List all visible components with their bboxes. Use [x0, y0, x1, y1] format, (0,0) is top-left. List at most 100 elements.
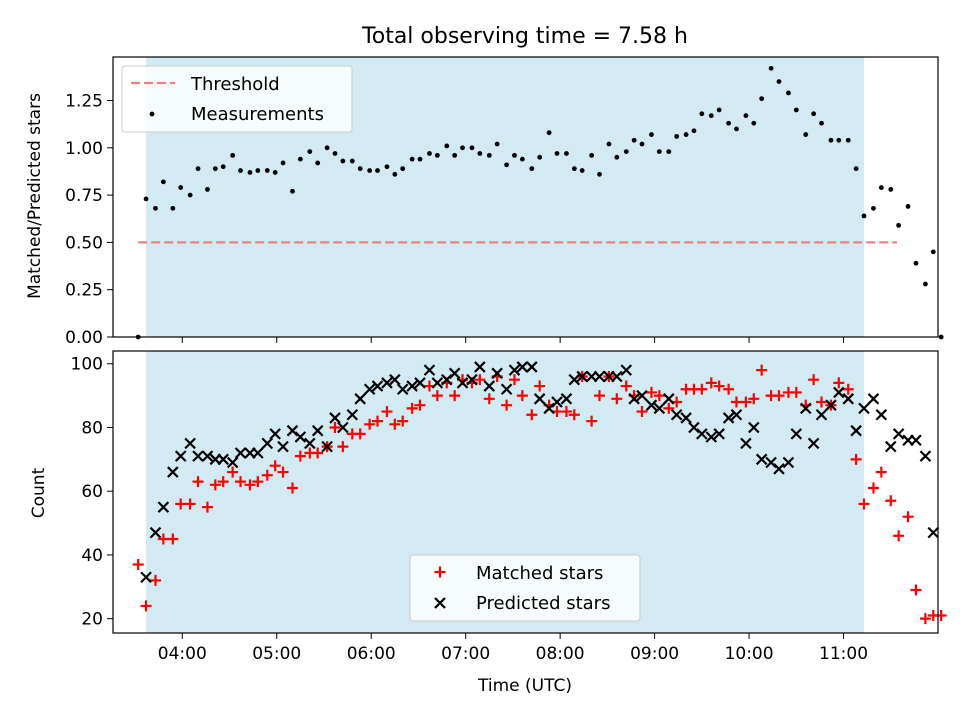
top-legend: Threshold Measurements [121, 65, 353, 133]
predicted-star-point-68 [722, 412, 735, 424]
legend-matched-marker [434, 566, 446, 578]
measurement-point-94 [938, 334, 944, 340]
measurement-point-6 [187, 192, 193, 198]
top-y-tick-label-3: 0.75 [65, 186, 103, 206]
matched-star-point-84 [850, 453, 862, 465]
predicted-star-point-16 [277, 440, 289, 453]
predicted-star-point-78 [807, 437, 820, 450]
top-plot-frame [112, 56, 939, 338]
matched-star-point-41 [483, 393, 495, 405]
matched-star-point-8 [201, 501, 213, 513]
bottom-x-tick-label-7: 11:00 [819, 644, 868, 664]
matched-star-point-50 [560, 406, 572, 418]
predicted-star-point-60 [653, 402, 666, 415]
measurement-point-52 [579, 168, 585, 173]
measurement-point-37 [452, 152, 458, 158]
predicted-star-point-61 [662, 393, 675, 405]
predicted-star-point-10 [226, 456, 239, 469]
measurement-point-2 [153, 205, 158, 211]
measurement-point-46 [529, 166, 535, 172]
measurement-point-83 [845, 137, 851, 143]
measurement-point-17 [280, 160, 286, 166]
measurement-point-60 [649, 132, 654, 137]
matched-star-point-61 [653, 390, 665, 402]
predicted-star-point-40 [483, 380, 496, 392]
legend-measurements-label: Measurements [191, 104, 324, 125]
bottom-plot-frame [112, 350, 939, 634]
predicted-star-point-90 [910, 434, 922, 446]
legend-matched-swatch [434, 566, 446, 578]
measurement-point-68 [716, 107, 722, 113]
matched-star-point-73 [756, 364, 768, 376]
matched-star-point-62 [663, 402, 675, 414]
matched-star-point-85 [858, 498, 870, 510]
top-y-tick-label-5: 1.25 [65, 92, 103, 112]
top-x-ticks [181, 337, 845, 343]
measurement-point-70 [734, 126, 739, 132]
legend-predicted-swatch [434, 597, 446, 609]
measurement-point-44 [512, 152, 517, 158]
matched-star-point-5 [175, 498, 187, 510]
predicted-star-point-74 [773, 463, 785, 475]
measurement-point-76 [786, 90, 791, 96]
measurement-point-65 [691, 128, 697, 134]
measurement-point-32 [409, 156, 415, 162]
matched-star-point-53 [586, 415, 598, 427]
predicted-star-point-29 [389, 373, 401, 386]
measurement-point-23 [332, 151, 338, 156]
matched-star-point-60 [645, 386, 657, 398]
measurement-point-45 [519, 156, 525, 162]
measurement-point-77 [793, 107, 799, 113]
measurement-point-8 [205, 187, 210, 192]
predicted-star-point-75 [782, 456, 795, 469]
measurement-point-13 [247, 170, 253, 175]
matched-star-point-57 [620, 380, 632, 392]
bottom-x-tick-label-0: 04:00 [158, 644, 207, 664]
predicted-star-point-7 [201, 450, 214, 462]
matched-star-point-92 [919, 613, 931, 625]
matched-star-point-79 [808, 374, 820, 386]
predicted-star-point-49 [560, 393, 573, 405]
matched-star-point-70 [730, 396, 742, 408]
matched-star-point-37 [449, 390, 461, 402]
predicted-star-point-71 [748, 421, 760, 434]
predicted-star-point-38 [466, 373, 478, 386]
matched-star-point-82 [833, 377, 845, 389]
predicted-star-point-63 [680, 412, 692, 424]
predicted-star-point-3 [167, 466, 179, 478]
matched-star-point-15 [261, 469, 273, 481]
predicted-star-point-45 [526, 361, 538, 373]
measurement-point-59 [639, 141, 645, 147]
matched-star-point-9 [209, 479, 221, 491]
measurement-point-81 [828, 137, 834, 143]
measurement-point-36 [444, 143, 450, 149]
measurement-point-58 [631, 137, 637, 143]
predicted-star-point-42 [500, 383, 513, 396]
bottom-y-tick-label-3: 80 [81, 418, 103, 438]
matched-star-point-27 [364, 418, 376, 430]
matched-star-point-75 [773, 390, 785, 402]
predicted-star-point-56 [620, 364, 633, 376]
top-legend-box [121, 65, 353, 133]
predicted-star-point-27 [371, 380, 384, 392]
matched-star-point-24 [337, 441, 349, 453]
bottom-x-ticks: 04:00 05:00 06:00 07:00 08:00 09:00 10:00 11:00 [158, 633, 868, 664]
measurement-point-21 [315, 160, 321, 166]
matched-star-point-51 [568, 409, 580, 421]
bottom-x-tick-label-1: 05:00 [252, 644, 301, 664]
top-y-axis-label: Matched/Predicted stars [25, 93, 45, 299]
measurement-point-25 [349, 158, 355, 164]
measurement-point-1 [143, 196, 149, 202]
matched-star-point-35 [431, 390, 443, 402]
measurement-point-38 [460, 145, 465, 151]
predicted-star-point-70 [740, 437, 752, 450]
measurement-point-34 [427, 151, 432, 156]
top-measurement-points [135, 65, 944, 340]
matched-star-point-19 [294, 450, 306, 462]
matched-star-point-40 [474, 374, 486, 386]
predicted-star-point-6 [192, 450, 204, 462]
matched-star-point-23 [329, 421, 341, 433]
matched-star-point-12 [235, 476, 247, 488]
bottom-y-tick-label-2: 60 [81, 482, 103, 502]
predicted-star-point-88 [892, 428, 905, 440]
